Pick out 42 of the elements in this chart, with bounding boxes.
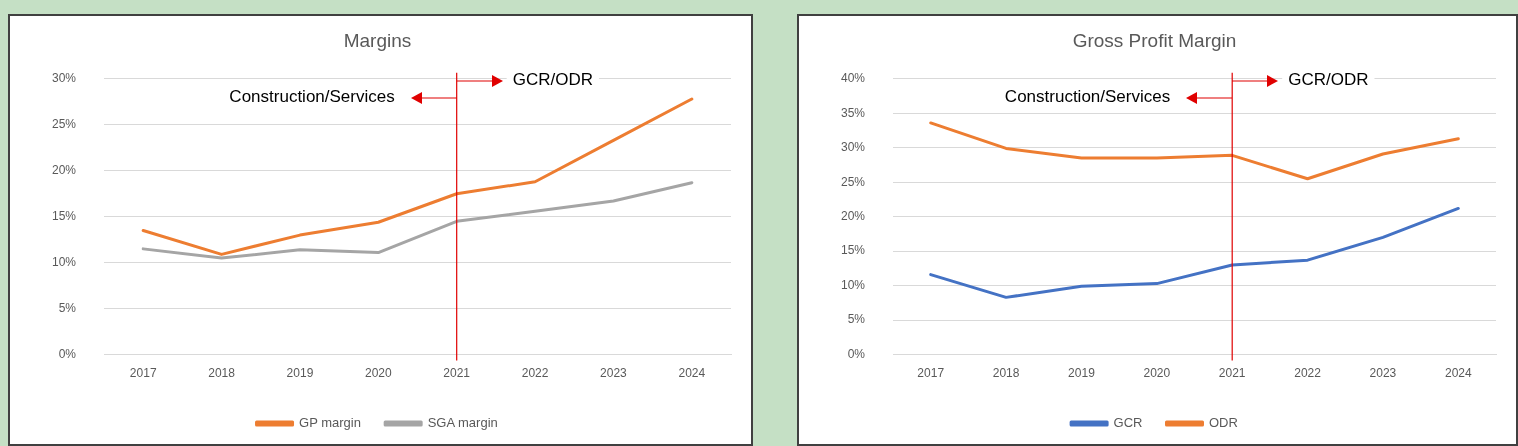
annotation: GCR/ODR: [512, 70, 593, 90]
x-tick-label: 2018: [992, 366, 1020, 381]
y-tick-label: 5%: [58, 300, 77, 315]
y-tick-label: 30%: [840, 140, 866, 155]
y-tick-label: 30%: [51, 71, 77, 86]
x-tick-label: 2022: [1294, 366, 1322, 381]
x-tick-label: 2019: [1068, 366, 1096, 381]
chart-title: Gross Profit Margin: [1072, 29, 1237, 51]
x-tick-label: 2019: [286, 366, 314, 381]
x-tick-label: 2017: [917, 366, 945, 381]
y-tick-label: 35%: [840, 105, 866, 120]
legend-label: ODR: [1209, 415, 1238, 431]
y-tick-label: 20%: [51, 163, 77, 178]
y-tick-label: 0%: [847, 346, 866, 361]
annotation: GCR/ODR: [1288, 70, 1369, 90]
y-tick-label: 40%: [840, 71, 866, 86]
annotation: Construction/Services: [1004, 87, 1171, 107]
y-tick-label: 15%: [840, 243, 866, 258]
y-tick-label: 10%: [840, 277, 866, 292]
legend-label: GCR: [1113, 415, 1143, 431]
y-tick-label: 0%: [58, 346, 77, 361]
x-tick-label: 2020: [1143, 366, 1171, 381]
x-tick-label: 2024: [1444, 366, 1472, 381]
y-tick-label: 10%: [51, 254, 77, 269]
x-tick-label: 2017: [129, 366, 157, 381]
x-tick-label: 2018: [208, 366, 236, 381]
x-tick-label: 2023: [1369, 366, 1397, 381]
x-tick-label: 2021: [443, 366, 471, 381]
x-tick-label: 2021: [1218, 366, 1246, 381]
legend-label: GP margin: [299, 415, 361, 431]
chart-title: Margins: [343, 29, 412, 51]
legend-label: SGA margin: [427, 415, 498, 431]
y-tick-label: 25%: [51, 117, 77, 132]
annotation: Construction/Services: [229, 87, 395, 107]
x-tick-label: 2022: [521, 366, 549, 381]
y-tick-label: 20%: [840, 209, 866, 224]
x-tick-label: 2023: [600, 366, 628, 381]
y-tick-label: 25%: [840, 174, 866, 189]
y-tick-label: 15%: [51, 209, 77, 224]
x-tick-label: 2020: [364, 366, 392, 381]
x-tick-label: 2024: [678, 366, 706, 381]
y-tick-label: 5%: [847, 312, 866, 327]
